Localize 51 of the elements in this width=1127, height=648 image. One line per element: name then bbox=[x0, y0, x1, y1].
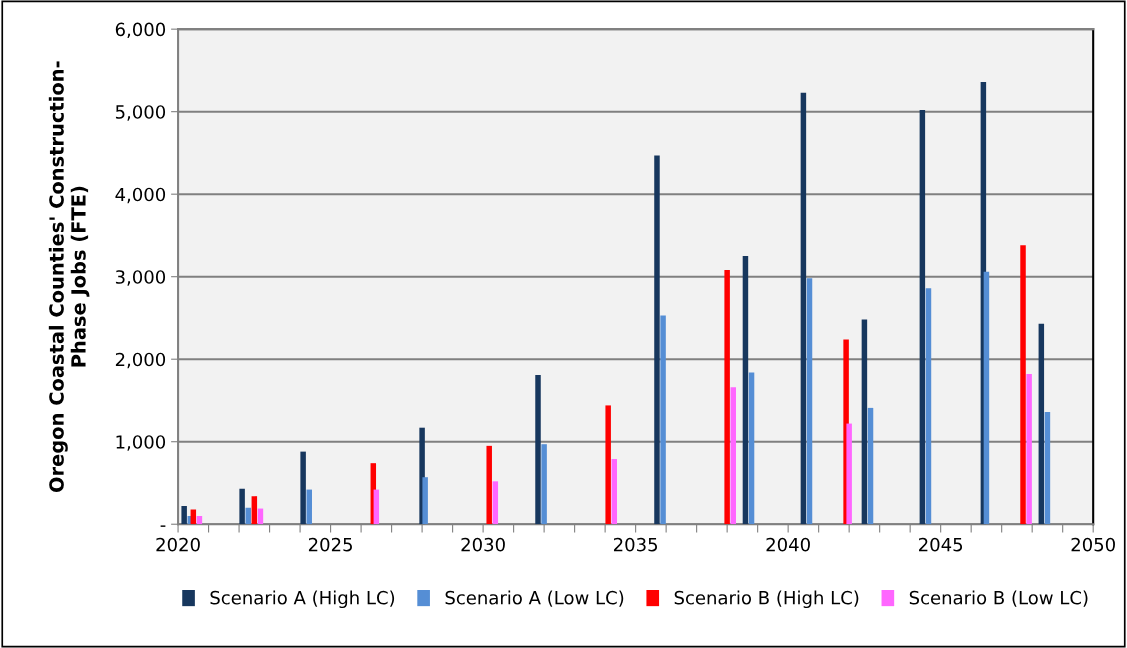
y-axis-title: Oregon Coastal Counties' Construction- Phase Jobs (FTE) bbox=[48, 61, 90, 493]
legend-label: Scenario A (Low LC) bbox=[445, 590, 624, 607]
y-tick-label: 2,000 bbox=[115, 352, 166, 369]
x-tick-label: 2020 bbox=[156, 537, 200, 552]
y-tick-label: 5,000 bbox=[115, 105, 166, 121]
y-tick-label: 3,000 bbox=[115, 270, 166, 286]
y-tick-label: 4,000 bbox=[115, 187, 166, 204]
bar bbox=[190, 509, 197, 525]
x-tick-label: 2040 bbox=[766, 537, 810, 552]
bar bbox=[654, 155, 660, 525]
bar bbox=[245, 507, 251, 525]
bar bbox=[919, 110, 926, 525]
x-tick-label: 2025 bbox=[308, 537, 352, 552]
bar bbox=[492, 481, 499, 525]
bar bbox=[1038, 323, 1045, 525]
bar bbox=[724, 270, 730, 525]
bar bbox=[846, 423, 852, 525]
bar bbox=[983, 271, 990, 525]
bar bbox=[660, 315, 666, 525]
y-tick-label: 1,000 bbox=[116, 435, 166, 451]
bar bbox=[742, 256, 749, 525]
bar bbox=[251, 496, 258, 525]
bar bbox=[486, 445, 492, 525]
bar bbox=[611, 459, 618, 525]
bar bbox=[730, 387, 736, 525]
bar bbox=[1020, 245, 1026, 525]
bar bbox=[306, 489, 312, 525]
bar bbox=[867, 407, 874, 525]
legend-label: Scenario B (Low LC) bbox=[909, 590, 1088, 607]
x-tick-label: 2030 bbox=[461, 537, 505, 552]
bar bbox=[748, 372, 755, 525]
bar bbox=[605, 405, 611, 525]
legend-label: Scenario B (High LC) bbox=[674, 590, 859, 609]
bar bbox=[1026, 374, 1032, 525]
bar bbox=[800, 92, 807, 525]
x-tick-label: 2035 bbox=[613, 537, 658, 552]
bar bbox=[535, 374, 541, 525]
bar bbox=[1044, 412, 1051, 525]
y-tick-label: 6,000 bbox=[115, 22, 166, 39]
x-tick-label: 2045 bbox=[919, 537, 963, 552]
bar bbox=[925, 288, 932, 525]
bar bbox=[806, 278, 813, 525]
bar bbox=[541, 444, 547, 525]
y-tick-label: - bbox=[160, 525, 166, 527]
bar bbox=[861, 319, 868, 525]
bar bbox=[181, 506, 187, 525]
x-tick-label: 2050 bbox=[1071, 537, 1115, 552]
bar bbox=[422, 477, 428, 525]
legend-label: Scenario A (High LC) bbox=[210, 590, 395, 609]
bar bbox=[239, 488, 245, 525]
bar bbox=[300, 451, 306, 525]
